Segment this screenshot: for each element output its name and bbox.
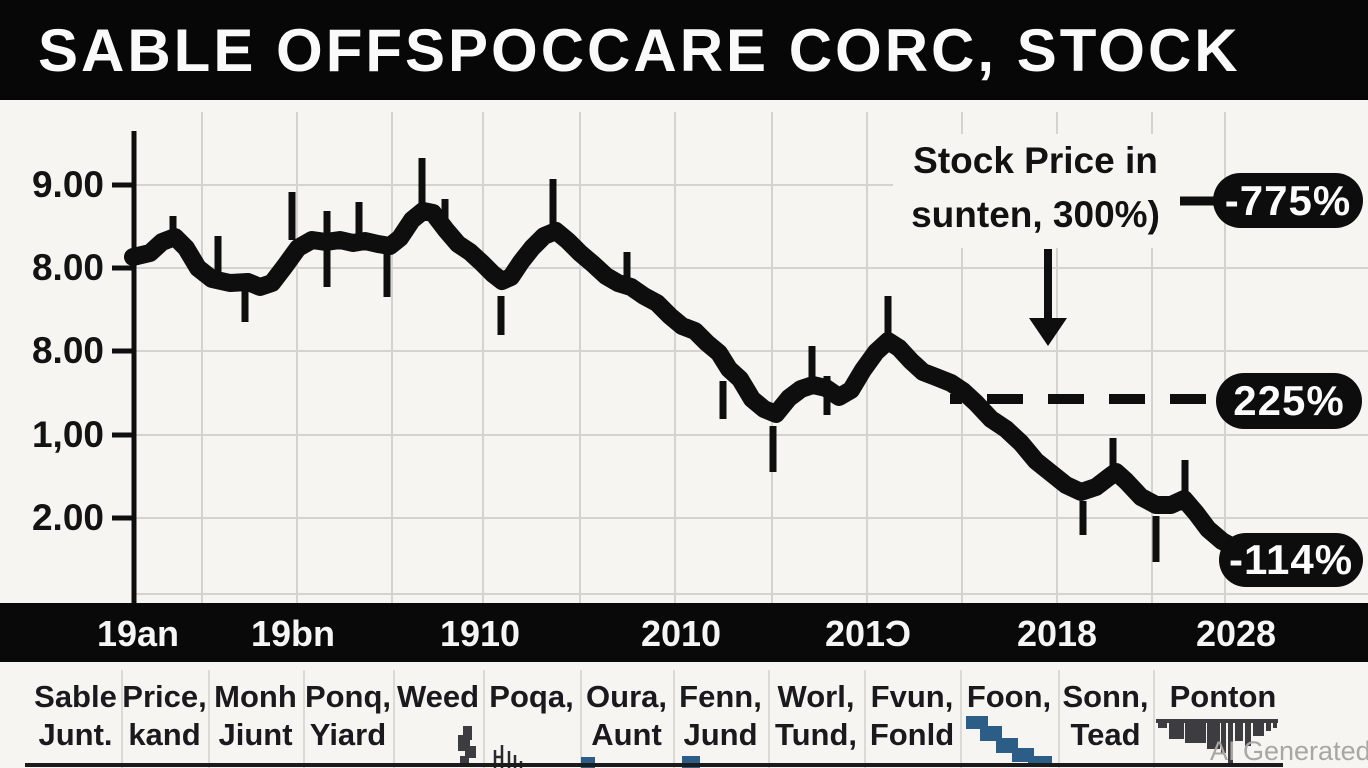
x-tick-label: 19an [96,613,180,654]
title-bar: SABLE OFFSPOCCARE CORC, STOCK [0,0,1368,100]
footer-column: Worl, Tund, [768,678,864,768]
footer-separator [768,670,770,768]
footer-label: Ponq, [304,679,392,714]
footer-column: Weed [393,678,483,768]
callout-pill-top: -775% [1213,173,1363,228]
dark-bar-icon [458,726,476,767]
y-tick-label: 9.00 [31,164,104,205]
footer-label: Weed [396,679,480,714]
annotation-line-1: Stock Price in [913,140,1158,181]
footer-separator [1058,670,1060,768]
footer-label: kand [128,717,201,752]
down-arrow-head [1029,318,1067,346]
footer-label: Jiunt [218,717,293,752]
footer-label: Fonld [869,717,955,752]
footer-column: Poqa, [483,678,580,768]
x-tick-label: 1910 [439,613,521,654]
footer-separator [208,670,210,768]
footer-column: Foon, [960,678,1058,768]
footer-column: Fenn, Jund [673,678,768,768]
footer-label: Jund [683,717,758,752]
footer-column: Monh Jiunt [208,678,303,768]
footer-label: Worl, [777,679,855,714]
footer-label: Poqa, [489,679,574,714]
footer-label: Oura, [586,679,667,714]
annotation-line-2: sunten, 300%) [911,194,1160,235]
x-tick-label: 2018 [1016,613,1098,654]
footer-separator [864,670,866,768]
footer-label: Ponton [1169,679,1277,714]
footer-label: Tund, [774,717,858,752]
footer-rule [25,763,1283,767]
footer-separator [121,670,123,768]
footer-label: Price, [122,679,207,714]
x-tick-label: 2028 [1195,613,1277,654]
footer-separator [673,670,675,768]
footer-separator [483,670,485,768]
price-line [124,202,1244,557]
footer-separator [580,670,582,768]
footer-label: Foon, [966,679,1052,714]
footer-column: Ponq, Yiard [303,678,393,768]
footer-label: Yiard [309,717,387,752]
x-tick-label: 201Ɔ [824,613,912,654]
footer-separator [1153,670,1155,768]
footer-column: Price, kand [121,678,208,768]
footer-label: Sable [34,679,117,714]
footer-separator [303,670,305,768]
x-tick-label: 19bn [250,613,336,654]
footer-separator [960,670,962,768]
chart-annotation: Stock Price in sunten, 300%) [893,134,1178,248]
footer-separator [393,670,395,768]
footer-column: Fvun, Fonld [864,678,960,768]
footer-label: Sonn, [1062,679,1149,714]
footer-label: Tead [1070,717,1141,752]
ai-generated-watermark: AI Generated [1210,736,1368,766]
x-axis-strip: 19an 19bn 1910 2010 201Ɔ 2018 2028 [0,603,1368,662]
y-tick-label: 8.00 [31,330,104,371]
footer-label: Aunt [591,717,662,752]
callout-pill-mid: 225% [1216,373,1362,429]
gray-histogram-icon [1156,719,1278,767]
footer-label: Monh [214,679,297,714]
footer-column: Sable Junt. [30,678,121,768]
callout-pill-bottom: -114% [1219,533,1363,587]
footer-label: Fvun, [870,679,954,714]
y-tick-label: 8.00 [31,247,104,288]
blue-fragment [581,757,595,768]
y-tick-label: 2.00 [31,497,104,538]
blue-steps-icon [966,716,1052,766]
footer-label: Fenn, [679,679,762,714]
x-tick-label: 2010 [640,613,722,654]
y-tick-label: 1,00 [31,414,104,455]
footer-column: Oura, Aunt [580,678,673,768]
footer-column: Sonn, Tead [1058,678,1153,768]
page-title: SABLE OFFSPOCCARE CORC, STOCK [38,16,1241,84]
footer-column: Ponton [1153,678,1293,768]
footer-label: Junt. [38,717,113,752]
